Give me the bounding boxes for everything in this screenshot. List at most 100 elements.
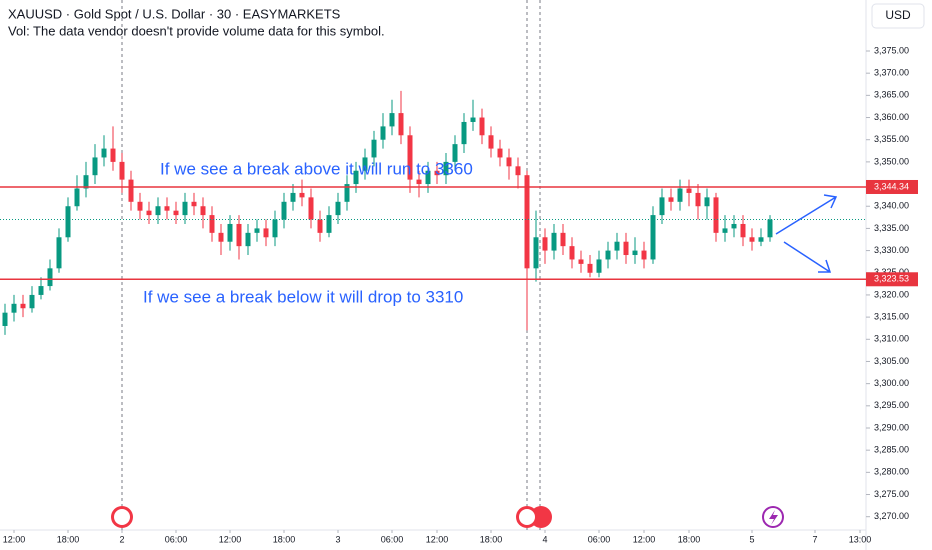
candle-body bbox=[83, 175, 89, 189]
candle-body bbox=[272, 219, 278, 238]
candle-body bbox=[434, 170, 440, 176]
arrow-down bbox=[783, 241, 832, 273]
candle-body bbox=[236, 223, 242, 247]
candle-body bbox=[281, 201, 287, 220]
candle-body bbox=[650, 215, 656, 260]
candle-body bbox=[623, 241, 629, 256]
candle-body bbox=[686, 188, 692, 193]
price-label: 3,323.53 bbox=[874, 274, 909, 284]
candle-body bbox=[587, 263, 593, 273]
arrow-up bbox=[775, 194, 838, 235]
candle-body bbox=[353, 170, 359, 185]
candle-body bbox=[2, 312, 8, 326]
event-icon bbox=[114, 509, 130, 525]
candle-body bbox=[533, 237, 539, 269]
candle-body bbox=[641, 250, 647, 260]
candle-body bbox=[299, 192, 305, 198]
y-tick-label: 3,325.00 bbox=[874, 267, 909, 277]
candle-body bbox=[578, 259, 584, 264]
candle-body bbox=[344, 184, 350, 202]
y-tick-label: 3,310.00 bbox=[874, 334, 909, 344]
candle-body bbox=[209, 215, 215, 233]
event-icon bbox=[519, 509, 535, 525]
candle-body bbox=[749, 237, 755, 242]
candle-body bbox=[218, 232, 224, 242]
event-icon bbox=[769, 510, 778, 525]
y-tick-label: 3,335.00 bbox=[874, 223, 909, 233]
price-label-box bbox=[866, 179, 918, 194]
candle-body bbox=[515, 166, 521, 176]
candle-body bbox=[758, 237, 764, 242]
x-tick-label: 12:00 bbox=[219, 534, 242, 544]
y-tick-label: 3,305.00 bbox=[874, 356, 909, 366]
y-tick-label: 3,340.00 bbox=[874, 201, 909, 211]
x-tick-label: 12:00 bbox=[3, 534, 26, 544]
candle-body bbox=[425, 170, 431, 185]
candle-body bbox=[767, 219, 773, 238]
y-tick-label: 3,350.00 bbox=[874, 156, 909, 166]
x-tick-label: 18:00 bbox=[480, 534, 503, 544]
candle-body bbox=[677, 188, 683, 202]
candle-body bbox=[497, 148, 503, 158]
candle-body bbox=[731, 223, 737, 229]
y-tick-label: 3,270.00 bbox=[874, 511, 909, 521]
candle-body bbox=[263, 228, 269, 238]
currency-button[interactable] bbox=[871, 3, 925, 29]
candle-body bbox=[461, 121, 467, 145]
y-tick-label: 3,355.00 bbox=[874, 134, 909, 144]
candle-body bbox=[101, 148, 107, 158]
x-tick-label: 12:00 bbox=[633, 534, 656, 544]
candle-body bbox=[506, 157, 512, 167]
y-tick-label: 3,360.00 bbox=[874, 112, 909, 122]
candle-body bbox=[443, 161, 449, 176]
candle-body bbox=[407, 135, 413, 180]
price-label-box bbox=[866, 272, 918, 287]
candle-body bbox=[389, 113, 395, 127]
candle-body bbox=[722, 228, 728, 233]
y-tick-label: 3,365.00 bbox=[874, 90, 909, 100]
candle-body bbox=[119, 161, 125, 180]
candle-body bbox=[470, 117, 476, 122]
annotation: If we see a break above it will run to 3… bbox=[160, 159, 473, 178]
candle-body bbox=[38, 286, 44, 295]
y-tick-label: 3,300.00 bbox=[874, 378, 909, 388]
x-tick-label: 06:00 bbox=[381, 534, 404, 544]
candle-body bbox=[56, 237, 62, 269]
candle-body bbox=[290, 192, 296, 202]
x-tick-label: 18:00 bbox=[57, 534, 80, 544]
chart-title: XAUUSD · Gold Spot / U.S. Dollar · 30 · … bbox=[8, 6, 341, 21]
x-tick-label: 3 bbox=[335, 534, 340, 544]
candle-body bbox=[155, 206, 161, 216]
currency-label[interactable]: USD bbox=[885, 8, 911, 22]
x-tick-label: 13:00 bbox=[849, 534, 872, 544]
x-tick-label: 5 bbox=[749, 534, 754, 544]
candle-body bbox=[371, 139, 377, 158]
y-tick-label: 3,370.00 bbox=[874, 68, 909, 78]
candle-body bbox=[164, 206, 170, 211]
candle-body bbox=[488, 135, 494, 149]
arrows bbox=[775, 194, 838, 273]
candle-body bbox=[317, 219, 323, 233]
candle-body bbox=[704, 197, 710, 207]
candle-body bbox=[29, 294, 35, 309]
chart-subtitle: Vol: The data vendor doesn't provide vol… bbox=[8, 23, 385, 38]
y-tick-label: 3,280.00 bbox=[874, 467, 909, 477]
candle-body bbox=[614, 241, 620, 251]
candle-body bbox=[524, 175, 530, 269]
candle-body bbox=[632, 250, 638, 256]
candle-body bbox=[65, 206, 71, 238]
candle-body bbox=[713, 197, 719, 233]
x-tick-label: 18:00 bbox=[678, 534, 701, 544]
x-tick-label: 18:00 bbox=[273, 534, 296, 544]
x-tick-label: 06:00 bbox=[165, 534, 188, 544]
candle-body bbox=[416, 179, 422, 185]
candle-body bbox=[146, 210, 152, 216]
candle-body bbox=[542, 237, 548, 251]
candle-body bbox=[659, 197, 665, 216]
candle-body bbox=[47, 268, 53, 287]
x-tick-label: 4 bbox=[542, 534, 547, 544]
y-tick-label: 3,285.00 bbox=[874, 445, 909, 455]
candle-body bbox=[551, 232, 557, 251]
